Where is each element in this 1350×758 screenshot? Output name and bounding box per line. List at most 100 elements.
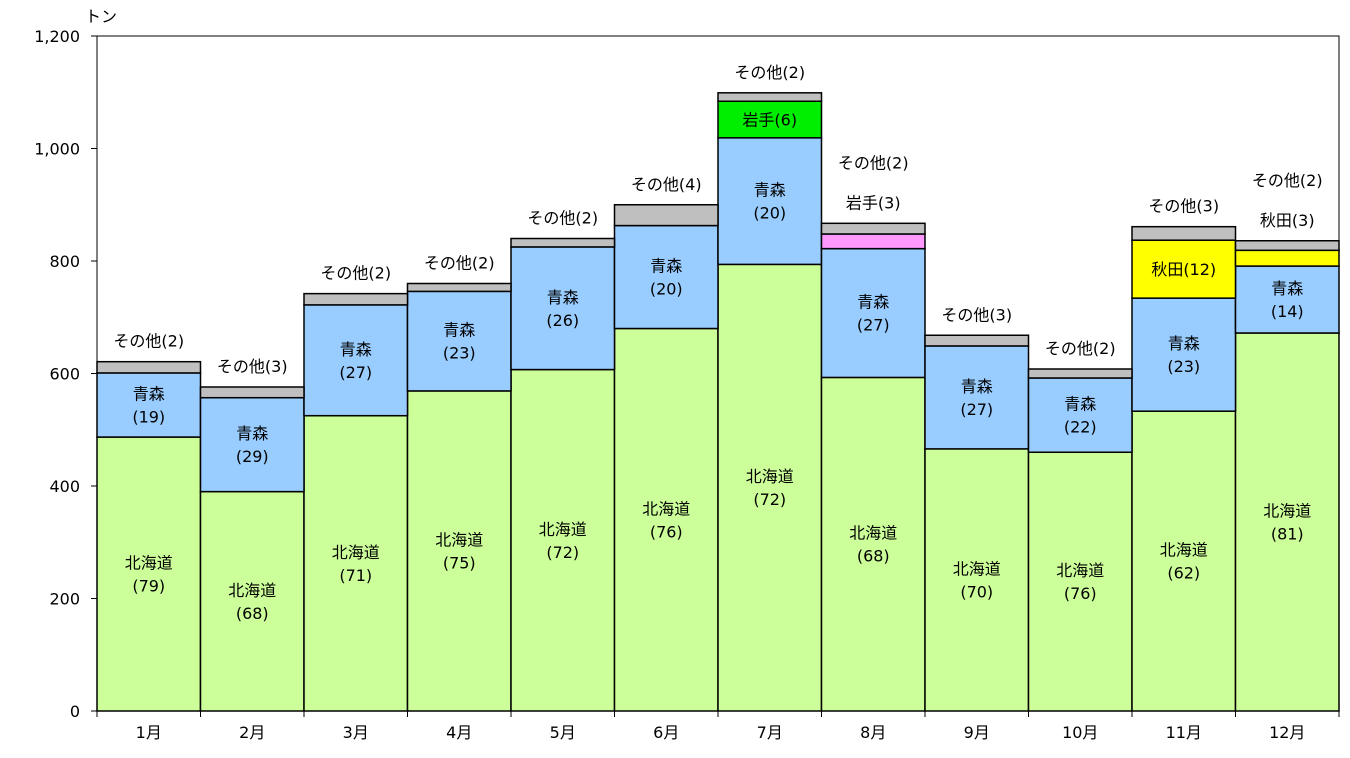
bar-segment (717, 92, 823, 102)
segment-label: 青森(23) (443, 321, 476, 363)
bar-segment (96, 436, 202, 712)
segment-label: 青森(26) (546, 288, 579, 330)
bar-segment (1027, 368, 1133, 379)
y-tick-label: 800 (49, 252, 80, 271)
bar-segment (717, 137, 823, 266)
outside-label: その他(3) (941, 305, 1012, 324)
bar-segment (1234, 265, 1340, 334)
y-tick-label: 0 (70, 702, 80, 721)
segment-label: 北海道(79) (125, 554, 173, 596)
outside-label: 秋田(3) (1260, 211, 1315, 230)
segment-label: 北海道(71) (332, 543, 380, 585)
segment-label: 岩手(6) (742, 111, 797, 130)
bar-segment (820, 233, 926, 250)
segment-label: 北海道(70) (953, 559, 1001, 601)
segment-label: 北海道(76) (1056, 561, 1104, 603)
bar-segment (1131, 297, 1237, 412)
bar-segment (406, 390, 512, 712)
bars-group (96, 92, 1340, 712)
bar-segment (96, 360, 202, 374)
bar-segment (303, 304, 409, 417)
bar-segment (820, 376, 926, 712)
outside-label: その他(3) (1148, 197, 1219, 216)
outside-label: その他(2) (734, 63, 805, 82)
segment-label: 北海道(75) (435, 530, 483, 572)
segment-label: 北海道(62) (1160, 541, 1208, 583)
bar-segment (1131, 225, 1237, 241)
outside-label: その他(2) (838, 153, 909, 172)
segment-label: 北海道(68) (849, 524, 897, 566)
bar-segment (199, 490, 305, 712)
segment-label: 青森(19) (132, 385, 165, 427)
segment-label: 青森(27) (339, 340, 372, 382)
y-tick-label: 1,200 (34, 27, 80, 46)
bar-segment (303, 292, 409, 306)
bar-segment (613, 327, 719, 712)
bar-segment (1131, 410, 1237, 712)
y-tick-label: 600 (49, 365, 80, 384)
segment-label: 青森(20) (650, 257, 683, 299)
bar-segment (613, 204, 719, 227)
bar-segment (924, 334, 1030, 347)
bar-segment (1027, 377, 1133, 453)
bar-segment (510, 246, 616, 371)
outside-label: その他(4) (631, 175, 702, 194)
outside-label: その他(3) (217, 357, 288, 376)
bar-segment (406, 282, 512, 293)
outside-label: その他(2) (424, 254, 495, 273)
bar-segment (924, 448, 1030, 712)
x-tick-label: 8月 (860, 723, 886, 742)
bar-segment (1234, 249, 1340, 267)
x-tick-label: 9月 (964, 723, 990, 742)
bar-segment (820, 222, 926, 235)
bar-segment (510, 368, 616, 712)
x-tick-label: 2月 (239, 723, 265, 742)
outside-label: 岩手(3) (846, 193, 901, 212)
x-tick-label: 4月 (446, 723, 472, 742)
x-tick-label: 10月 (1062, 723, 1098, 742)
bar-segment (1234, 240, 1340, 252)
x-axis: 1月 2月 3月 4月 5月 6月 7月 8月 9月 10月 11月 12月 (96, 710, 1340, 742)
x-tick-label: 7月 (757, 723, 783, 742)
outside-label: その他(2) (320, 264, 391, 283)
outside-label: その他(2) (1045, 339, 1116, 358)
y-axis: 0 200 400 600 800 1,000 1,200 (34, 27, 98, 721)
x-tick-label: 3月 (343, 723, 369, 742)
segment-label: 青森(20) (753, 181, 786, 223)
segment-label: 北海道(68) (228, 581, 276, 623)
x-tick-label: 11月 (1166, 723, 1202, 742)
x-tick-label: 5月 (550, 723, 576, 742)
segment-label: 青森(27) (857, 293, 890, 335)
bar-segment (1027, 451, 1133, 712)
outside-label: その他(2) (527, 209, 598, 228)
bar-segment (303, 414, 409, 712)
x-tick-label: 6月 (653, 723, 679, 742)
bar-segment (613, 224, 719, 330)
y-tick-label: 200 (49, 590, 80, 609)
y-tick-label: 1,000 (34, 140, 80, 159)
x-tick-label: 12月 (1269, 723, 1305, 742)
segment-label: 北海道(76) (642, 499, 690, 541)
outside-label: その他(2) (1252, 171, 1323, 190)
bar-segment (820, 247, 926, 379)
bar-segment (199, 396, 305, 493)
bar-segment (406, 290, 512, 392)
segment-label: 青森(23) (1167, 334, 1200, 376)
segment-label: 北海道(72) (539, 520, 587, 562)
segment-labels-group: 北海道(79) 北海道(68) 北海道(71) 北海道(75) 北海道(72) 北海道(7… (113, 63, 1322, 623)
segment-label: 北海道(81) (1263, 502, 1311, 544)
bar-segment (199, 386, 305, 399)
segment-label: 青森(29) (236, 424, 269, 466)
outside-label: その他(2) (113, 332, 184, 351)
bar-segment (924, 345, 1030, 450)
segment-label: 秋田(12) (1151, 260, 1216, 279)
segment-label: 青森(14) (1271, 279, 1304, 321)
y-axis-unit: トン (85, 7, 117, 26)
segment-label: 北海道(72) (746, 467, 794, 509)
bar-segment (717, 263, 823, 712)
bar-segment (717, 100, 823, 139)
bar-segment (510, 237, 616, 248)
x-tick-label: 1月 (136, 723, 162, 742)
bar-segment (1234, 332, 1340, 712)
